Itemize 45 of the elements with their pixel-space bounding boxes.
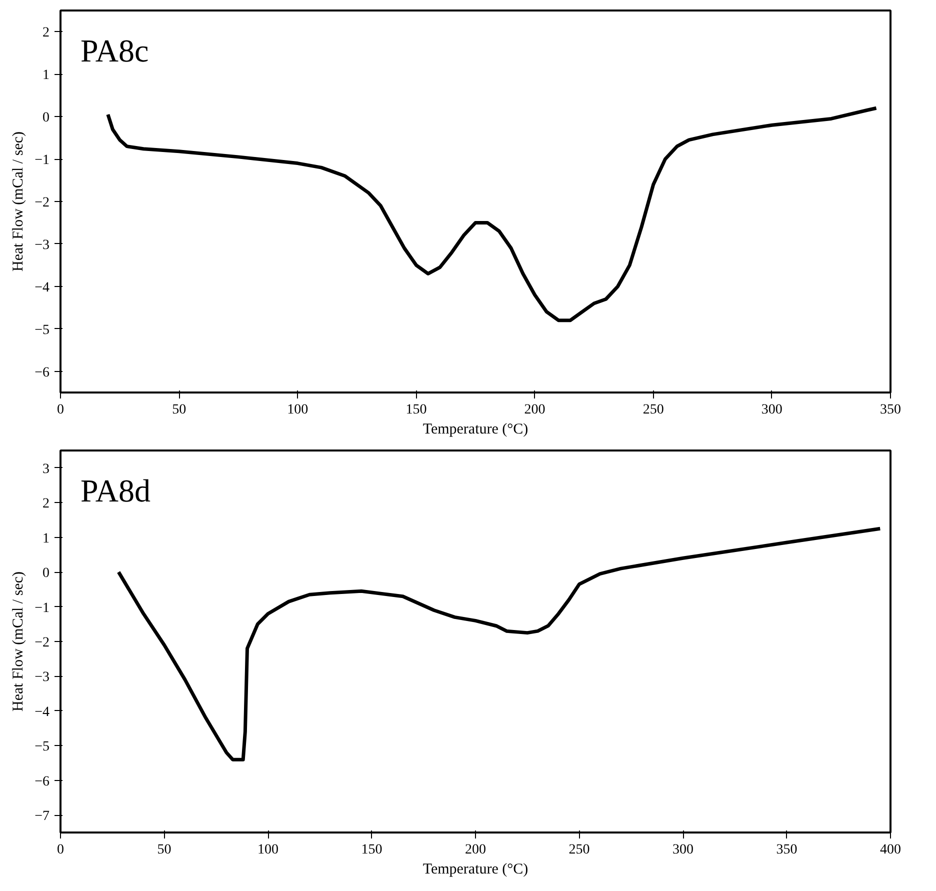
x-tick-label: 300: [761, 402, 782, 418]
x-tick-label: 150: [406, 402, 427, 418]
y-tick-label: −3: [34, 238, 50, 253]
y-tick-label: −2: [34, 636, 50, 650]
x-tick-label: 300: [672, 842, 694, 858]
x-tick-label: 100: [287, 402, 308, 418]
y-tick-label: 1: [42, 531, 50, 546]
y-tick-label: 3: [42, 462, 50, 477]
y-tick-label: −5: [34, 740, 50, 755]
y-tick-label: 1: [42, 68, 50, 84]
line-series: [106, 106, 878, 322]
annotation: PA8c: [80, 32, 149, 68]
y-axis-title: Heat Flow (mCal / sec): [10, 132, 27, 272]
y-tick-label: 0: [42, 110, 50, 126]
x-axis-title: Temperature (°C): [422, 422, 528, 438]
x-tick-label: 0: [57, 402, 64, 418]
x-tick-label: 200: [465, 842, 486, 858]
x-tick-label: 50: [172, 402, 186, 418]
y-tick-label: −4: [34, 280, 50, 296]
x-tick-label: 0: [57, 842, 64, 858]
x-axis-title: Temperature (°C): [422, 862, 528, 878]
y-tick-label: −5: [34, 322, 50, 338]
x-tick-label: 250: [568, 842, 590, 858]
x-tick-label: 350: [880, 402, 901, 418]
line-series: [116, 526, 882, 762]
y-tick-label: −4: [34, 704, 50, 720]
y-tick-label: 2: [42, 496, 50, 512]
x-tick-label: 50: [157, 842, 172, 858]
y-tick-label: −6: [34, 774, 50, 790]
x-tick-label: 250: [642, 402, 664, 418]
y-tick-label: −3: [34, 670, 50, 686]
x-tick-label: 150: [361, 842, 382, 858]
y-axis-title: Heat Flow (mCal / sec): [10, 572, 27, 712]
annotation: PA8d: [80, 472, 150, 508]
x-tick-label: 400: [880, 842, 901, 858]
x-tick-label: 350: [776, 842, 798, 858]
y-tick-label: −1: [34, 600, 50, 616]
y-tick-label: 2: [42, 26, 50, 41]
y-tick-label: 0: [42, 566, 50, 582]
x-tick-label: 200: [524, 402, 546, 418]
y-tick-label: −6: [34, 365, 50, 380]
x-tick-label: 100: [258, 842, 278, 858]
y-tick-label: −2: [34, 196, 50, 210]
y-tick-label: −1: [34, 153, 50, 168]
y-tick-label: −7: [34, 809, 50, 824]
